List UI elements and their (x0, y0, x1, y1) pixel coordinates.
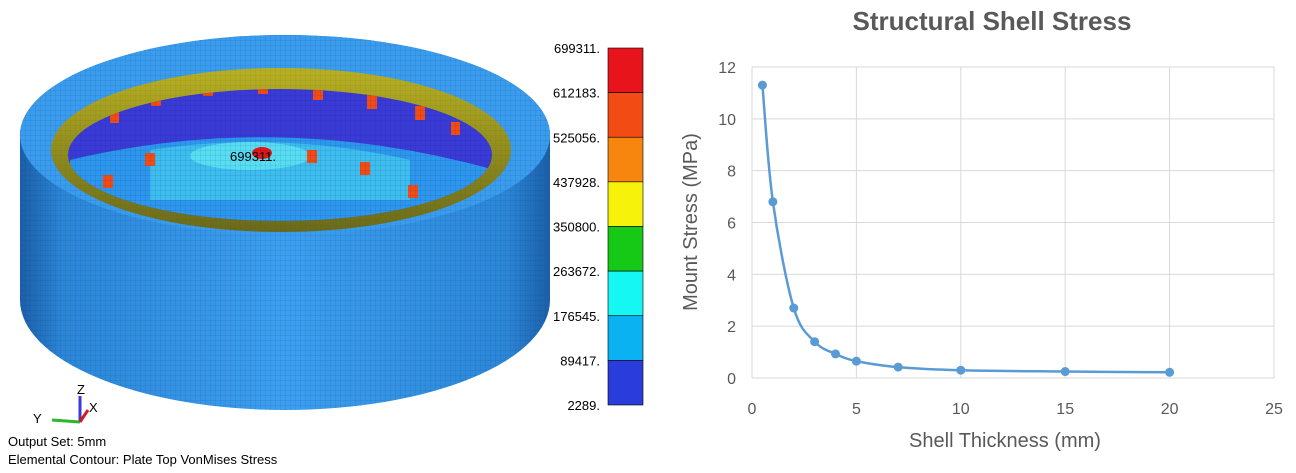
chart-title: Structural Shell Stress (853, 6, 1132, 36)
x-axis-ticks: 0 5 10 15 20 25 (748, 401, 1283, 418)
legend-value-label: 699311. (554, 41, 600, 56)
x-tick-label: 5 (852, 401, 861, 418)
y-tick-label: 8 (727, 164, 736, 181)
y-axis-ticks: 0 2 4 6 8 10 12 (718, 60, 736, 388)
data-point (893, 362, 903, 372)
x-tick-label: 15 (1056, 401, 1074, 418)
stress-chart-panel: Structural Shell Stress 0 5 10 15 20 25 0 2 4 6 8… (660, 0, 1296, 473)
stress-color-legend: 699311. 612183. 525056. 437928. 350800. 26367… (553, 41, 644, 413)
legend-value-label: 350800. (553, 220, 600, 235)
series-line (761, 85, 1170, 374)
chart-series (757, 80, 1175, 377)
y-tick-label: 12 (718, 60, 736, 77)
legend-value-label: 263672. (553, 264, 600, 279)
contour-caption: Elemental Contour: Plate Top VonMises St… (8, 452, 278, 467)
legend-value-label: 176545. (553, 309, 600, 324)
data-point (789, 303, 799, 313)
x-tick-label: 10 (952, 401, 970, 418)
data-point (768, 197, 778, 207)
y-axis-title: Mount Stress (MPa) (680, 133, 702, 311)
x-tick-label: 0 (748, 401, 757, 418)
y-tick-label: 10 (718, 112, 736, 129)
output-set-caption: Output Set: 5mm (8, 434, 107, 449)
legend-swatch (607, 360, 644, 406)
legend-value-label: 437928. (553, 175, 600, 190)
legend-swatch (607, 92, 644, 138)
peak-stress-label: 699311. (230, 149, 276, 164)
chart-gridlines (751, 66, 1275, 379)
y-tick-label: 0 (727, 371, 736, 388)
fea-result-panel: 699311. 699311. 612183. 525056. 437928. 3508… (8, 35, 644, 467)
axis-triad: Z Y X (33, 382, 98, 426)
x-tick-label: 20 (1161, 401, 1179, 418)
legend-swatch (607, 315, 644, 361)
legend-value-label: 612183. (553, 86, 600, 101)
y-tick-label: 6 (727, 216, 736, 233)
legend-swatch (607, 136, 644, 183)
legend-value-label: 89417. (560, 353, 600, 368)
legend-swatch (607, 47, 644, 93)
data-point (810, 337, 820, 347)
x-axis-title: Shell Thickness (mm) (909, 430, 1101, 452)
legend-value-label: 2289. (567, 398, 600, 413)
fea-stress-plot: 699311. 699311. 612183. 525056. 437928. 3508… (20, 35, 644, 426)
stress-line-chart: Structural Shell Stress 0 5 10 15 20 25 0 2 4 6 8… (680, 6, 1283, 452)
data-point (1060, 367, 1070, 377)
data-point (831, 349, 841, 359)
cylinder-inner-wall (68, 89, 492, 221)
legend-swatch (607, 181, 644, 227)
legend-value-label: 525056. (553, 130, 600, 145)
data-point (851, 356, 861, 366)
legend-swatch (607, 226, 644, 272)
data-point (1165, 367, 1175, 377)
x-tick-label: 25 (1265, 401, 1283, 418)
z-axis-label: Z (77, 382, 85, 397)
y-tick-label: 2 (727, 319, 736, 336)
legend-swatch (607, 270, 644, 317)
data-point (956, 365, 966, 375)
y-axis-label: Y (33, 411, 42, 426)
data-point (757, 80, 767, 90)
y-tick-label: 4 (727, 267, 736, 284)
x-axis-label: X (89, 400, 98, 415)
